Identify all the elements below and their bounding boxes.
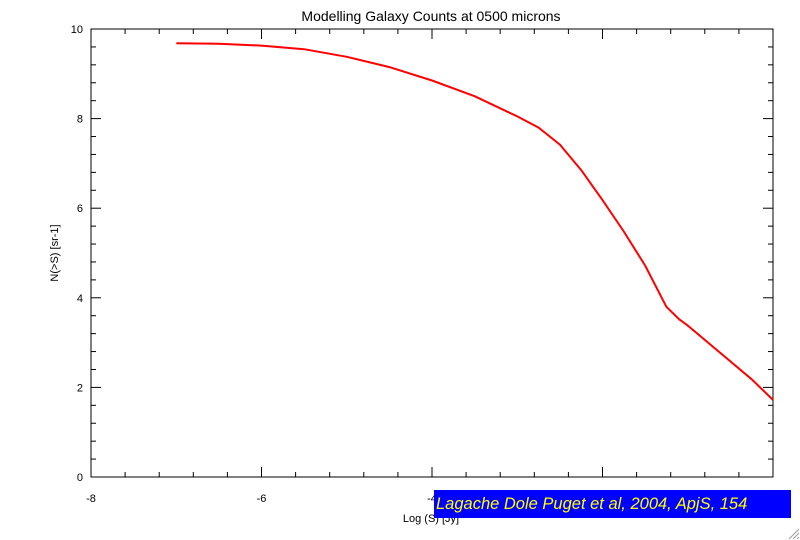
y-tick-label: 2: [77, 382, 83, 394]
y-tick-label: 8: [77, 114, 83, 126]
y-tick-label: 0: [77, 472, 83, 484]
y-tick-label: 6: [77, 203, 83, 215]
plot-frame: [90, 28, 774, 478]
x-tick-label: -8: [86, 493, 96, 505]
x-tick-label: -4: [427, 493, 437, 505]
series-line: [176, 42, 774, 401]
tick-labels: -8 -6 -4 0 2 4 6 8 10: [71, 24, 437, 505]
x-tick-label: -6: [257, 493, 267, 505]
y-tick-label: 10: [71, 24, 83, 36]
resize-grip-icon[interactable]: [787, 527, 800, 540]
axis-ticks: [90, 28, 774, 478]
chart-title: Modelling Galaxy Counts at 0500 microns: [301, 8, 560, 24]
credit-banner: Lagache Dole Puget et al, 2004, ApjS, 15…: [434, 490, 791, 518]
y-tick-label: 4: [77, 293, 83, 305]
y-axis-label: N(>S) [sr-1]: [49, 224, 61, 281]
